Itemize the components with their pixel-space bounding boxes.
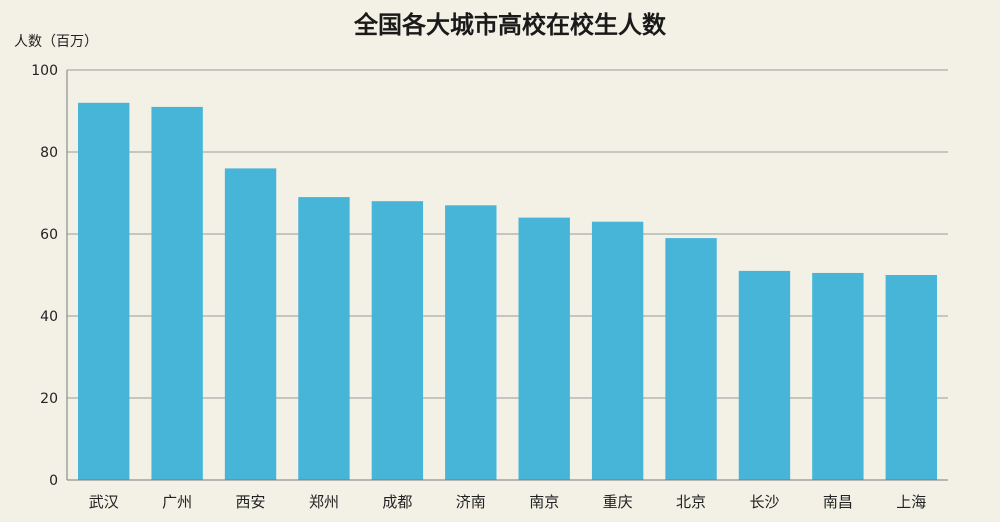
x-category-label: 上海 bbox=[896, 493, 926, 511]
x-category-label: 南昌 bbox=[823, 493, 853, 511]
bar bbox=[298, 197, 350, 480]
bar bbox=[445, 205, 497, 481]
chart-title: 全国各大城市高校在校生人数 bbox=[353, 11, 667, 39]
x-category-label: 北京 bbox=[676, 493, 706, 511]
bar bbox=[224, 168, 277, 480]
bar bbox=[78, 102, 130, 481]
x-category-label: 济南 bbox=[456, 493, 486, 511]
y-tick-label: 20 bbox=[40, 391, 58, 407]
bar bbox=[885, 275, 937, 480]
bar bbox=[371, 201, 424, 480]
x-category-label: 成都 bbox=[382, 493, 412, 511]
x-category-label: 广州 bbox=[162, 493, 192, 511]
x-category-label: 南京 bbox=[529, 493, 559, 511]
bar bbox=[665, 238, 717, 480]
bars bbox=[78, 102, 937, 481]
x-category-label: 长沙 bbox=[749, 493, 779, 511]
x-category-labels: 武汉 广州 西安 郑州 成都 济南 南京 重庆 北京 长沙 南昌 上海 bbox=[89, 493, 927, 511]
bar bbox=[518, 217, 570, 480]
y-tick-label: 0 bbox=[49, 473, 58, 489]
x-category-label: 西安 bbox=[236, 493, 266, 511]
y-tick-label: 80 bbox=[40, 145, 58, 161]
x-category-label: 重庆 bbox=[603, 493, 633, 511]
y-tick-label: 60 bbox=[40, 227, 58, 243]
axes bbox=[66, 70, 948, 481]
bar bbox=[591, 221, 644, 480]
bar bbox=[738, 270, 791, 480]
y-tick-label: 100 bbox=[31, 63, 58, 79]
bar bbox=[151, 106, 203, 481]
y-tick-labels: 0 20 40 60 80 100 bbox=[31, 63, 58, 489]
y-tick-label: 40 bbox=[40, 309, 58, 325]
x-category-label: 武汉 bbox=[89, 493, 119, 511]
bar bbox=[812, 272, 864, 480]
grid-lines bbox=[67, 69, 948, 399]
x-category-label: 郑州 bbox=[309, 493, 339, 511]
y-axis-label: 人数（百万） bbox=[14, 34, 98, 50]
